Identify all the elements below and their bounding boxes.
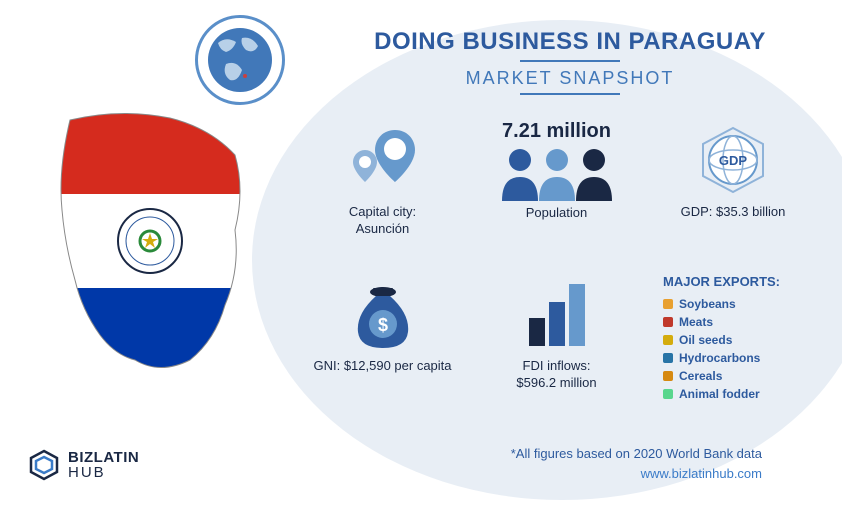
population-label: Population [526, 205, 587, 222]
export-item: Meats [663, 313, 760, 331]
export-label: Oil seeds [679, 331, 732, 349]
gni-label: GNI: $12,590 per capita [313, 358, 451, 375]
capital-label: Capital city: Asunción [349, 204, 416, 238]
export-bullet-icon [663, 317, 673, 327]
export-bullet-icon [663, 371, 673, 381]
export-item: Oil seeds [663, 331, 760, 349]
export-label: Animal fodder [679, 385, 760, 403]
title-main: DOING BUSINESS IN PARAGUAY [360, 28, 780, 56]
title-sub: MARKET SNAPSHOT [360, 68, 780, 89]
export-item: Hydrocarbons [663, 349, 760, 367]
stat-fdi: FDI inflows: $596.2 million [464, 274, 649, 424]
gdp-label: GDP: $35.3 billion [681, 204, 786, 221]
export-bullet-icon [663, 389, 673, 399]
title-block: DOING BUSINESS IN PARAGUAY MARKET SNAPSH… [360, 28, 780, 95]
exports-title: MAJOR EXPORTS: [663, 274, 780, 289]
bar-chart-icon [517, 274, 597, 354]
export-item: Animal fodder [663, 385, 760, 403]
export-bullet-icon [663, 353, 673, 363]
export-label: Cereals [679, 367, 722, 385]
export-label: Hydrocarbons [679, 349, 760, 367]
svg-text:GDP: GDP [719, 153, 748, 168]
people-icon [492, 145, 622, 201]
export-label: Soybeans [679, 295, 736, 313]
export-label: Meats [679, 313, 713, 331]
footnote: *All figures based on 2020 World Bank da… [511, 446, 762, 461]
logo-line1: BIZLATIN [68, 450, 139, 465]
stat-exports: MAJOR EXPORTS: SoybeansMeatsOil seedsHyd… [653, 274, 813, 424]
stat-population: 7.21 million Population [464, 120, 649, 270]
exports-list: SoybeansMeatsOil seedsHydrocarbonsCereal… [663, 295, 760, 403]
stat-capital: Capital city: Asunción [305, 120, 460, 270]
export-item: Soybeans [663, 295, 760, 313]
export-bullet-icon [663, 335, 673, 345]
money-bag-icon: $ [348, 274, 418, 354]
export-bullet-icon [663, 299, 673, 309]
logo-line2: HUB [68, 465, 139, 480]
gdp-icon: GDP [697, 120, 769, 200]
svg-text:$: $ [377, 315, 387, 335]
paraguay-flag-map [40, 100, 260, 380]
globe-icon [195, 15, 285, 105]
pin-icon [343, 120, 423, 200]
population-value: 7.21 million [502, 120, 611, 143]
fdi-label: FDI inflows: $596.2 million [516, 358, 596, 392]
stats-grid: Capital city: Asunción 7.21 million Popu… [305, 120, 815, 424]
export-item: Cereals [663, 367, 760, 385]
logo-icon [28, 449, 60, 481]
brand-logo: BIZLATIN HUB [28, 449, 139, 481]
source-url: www.bizlatinhub.com [641, 466, 762, 481]
stat-gdp: GDP GDP: $35.3 billion [653, 120, 813, 270]
stat-gni: $ GNI: $12,590 per capita [305, 274, 460, 424]
